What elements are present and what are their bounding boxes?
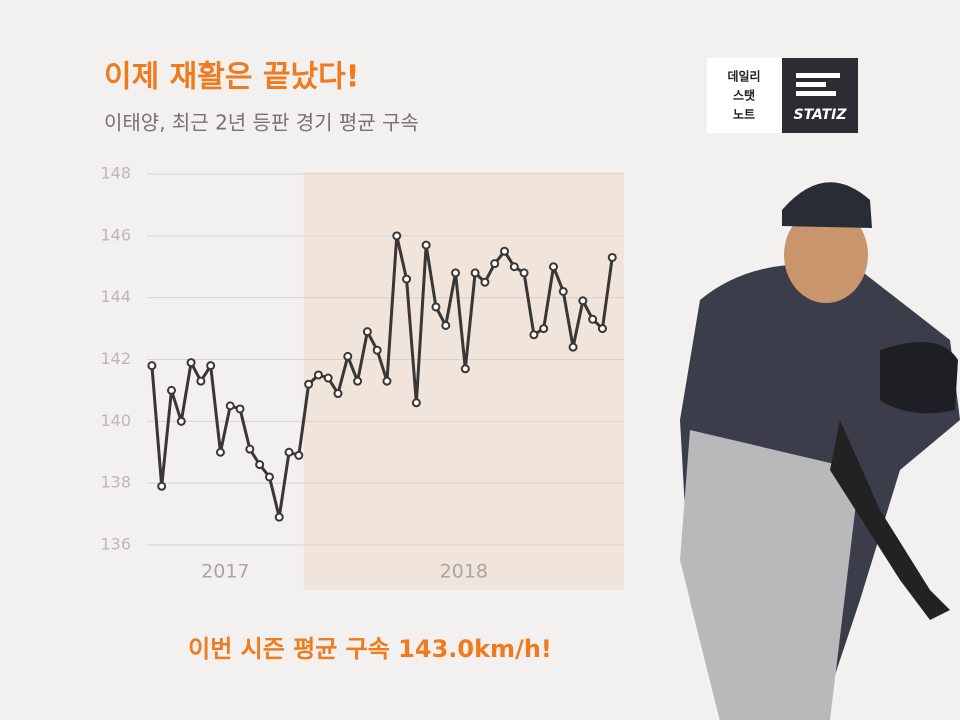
data-point xyxy=(323,373,333,383)
data-point xyxy=(529,330,539,340)
season-shade xyxy=(303,172,624,590)
data-point xyxy=(333,389,343,399)
data-point xyxy=(470,268,480,278)
data-point xyxy=(480,277,490,287)
logo-text: 노트 xyxy=(733,108,755,122)
data-point xyxy=(519,268,529,278)
data-point xyxy=(568,342,578,352)
data-point xyxy=(588,314,598,324)
data-point xyxy=(392,231,402,241)
data-point xyxy=(558,286,568,296)
data-point xyxy=(304,379,314,389)
data-point xyxy=(597,324,607,334)
y-tick-label: 136 xyxy=(100,535,131,554)
y-tick-label: 140 xyxy=(100,411,131,430)
data-point xyxy=(548,262,558,272)
data-point xyxy=(215,447,225,457)
y-tick-label: 142 xyxy=(100,349,131,368)
y-tick-label: 146 xyxy=(100,225,131,244)
data-point xyxy=(402,274,412,284)
data-point xyxy=(225,401,235,411)
data-point xyxy=(353,376,363,386)
data-point xyxy=(382,376,392,386)
data-point xyxy=(607,252,617,262)
y-tick-label: 138 xyxy=(100,473,131,492)
data-point xyxy=(451,268,461,278)
data-point xyxy=(206,361,216,371)
subtitle: 이태양, 최근 2년 등판 경기 평균 구속 xyxy=(104,111,419,135)
data-point xyxy=(284,447,294,457)
logo-text: 데일리 xyxy=(727,69,760,84)
data-point xyxy=(147,361,157,371)
data-point xyxy=(411,398,421,408)
data-point xyxy=(460,364,470,374)
data-point xyxy=(176,416,186,426)
data-point xyxy=(255,460,265,470)
season-label: 2017 xyxy=(201,561,249,583)
data-point xyxy=(431,302,441,312)
line-connector xyxy=(297,384,311,456)
data-point xyxy=(578,296,588,306)
data-point xyxy=(274,512,284,522)
data-point xyxy=(441,320,451,330)
data-point xyxy=(245,444,255,454)
data-point xyxy=(509,262,519,272)
footer-callout: 이번 시즌 평균 구속 143.0km/h! xyxy=(188,635,552,663)
data-point xyxy=(264,472,274,482)
data-point xyxy=(362,327,372,337)
player-photo xyxy=(680,182,960,720)
logo-box xyxy=(707,58,782,133)
data-point xyxy=(186,358,196,368)
y-tick-label: 148 xyxy=(100,164,131,183)
data-point xyxy=(157,481,167,491)
data-point xyxy=(421,240,431,250)
season-label: 2018 xyxy=(440,561,488,583)
logo-icon xyxy=(796,73,840,96)
title: 이제 재활은 끝났다! xyxy=(104,60,359,95)
data-point xyxy=(313,370,323,380)
data-point xyxy=(235,404,245,414)
data-point xyxy=(196,376,206,386)
logo-brand: STATIZ xyxy=(794,107,848,123)
data-point xyxy=(372,345,382,355)
data-point xyxy=(539,324,549,334)
data-point xyxy=(490,259,500,269)
data-point xyxy=(294,450,304,460)
logo-text: 스탯 xyxy=(733,88,755,103)
data-point xyxy=(166,385,176,395)
y-tick-label: 144 xyxy=(100,287,131,306)
series-line xyxy=(150,361,300,519)
data-point xyxy=(343,351,353,361)
data-point xyxy=(500,246,510,256)
